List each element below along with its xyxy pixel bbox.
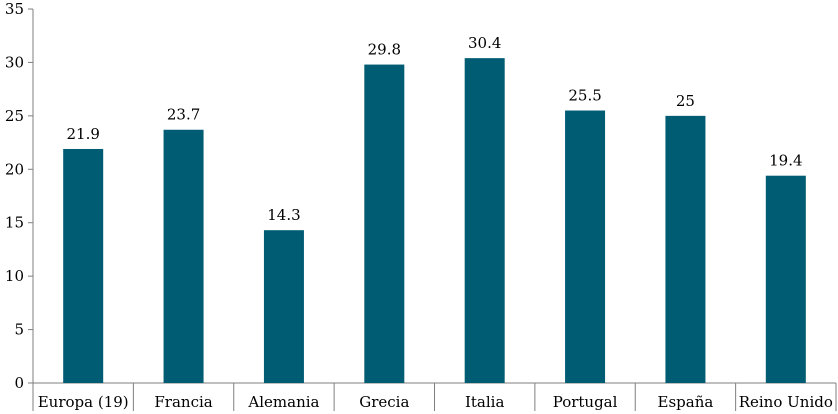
y-tick-label: 35 [5,0,24,18]
bar-value-label: 23.7 [167,106,200,124]
bar-value-label: 25.5 [568,87,601,105]
y-tick-label: 25 [5,107,24,125]
bar [263,230,304,383]
x-category-label: Portugal [553,393,618,411]
x-category-label: Francia [154,393,212,411]
y-tick-label: 15 [5,214,24,232]
x-category-label: Italia [465,393,504,411]
bar-value-label: 14.3 [267,206,300,224]
y-tick-label: 0 [14,374,24,392]
bar [765,175,806,383]
bar [63,148,104,383]
bars-group [63,58,806,384]
bar-value-label: 19.4 [769,152,802,170]
bar [565,110,606,383]
x-category-label: España [658,393,714,411]
x-category-label: Reino Unido [739,393,833,411]
bar-value-label: 25 [676,92,695,110]
bar [665,115,706,383]
y-tick-label: 20 [5,160,24,178]
y-tick-label: 10 [5,267,24,285]
data-labels-group: 21.9 23.7 14.3 29.8 30.4 25.5 25 19.4 [66,34,802,224]
y-tick-label: 30 [5,53,24,71]
x-category-label: Alemania [247,393,319,411]
x-category-label: Grecia [359,393,409,411]
bar [464,58,505,383]
bar [163,129,204,383]
bar-value-label: 21.9 [66,125,99,143]
y-axis: 0 5 10 15 20 25 30 35 [5,0,34,392]
y-tick-label: 5 [14,321,24,339]
bar [364,64,405,384]
bar-value-label: 29.8 [368,41,401,59]
bar-value-label: 30.4 [468,34,501,52]
x-category-label: Europa (19) [38,393,129,411]
x-axis: Europa (19) Francia Alemania Grecia Italia Po… [32,382,837,411]
